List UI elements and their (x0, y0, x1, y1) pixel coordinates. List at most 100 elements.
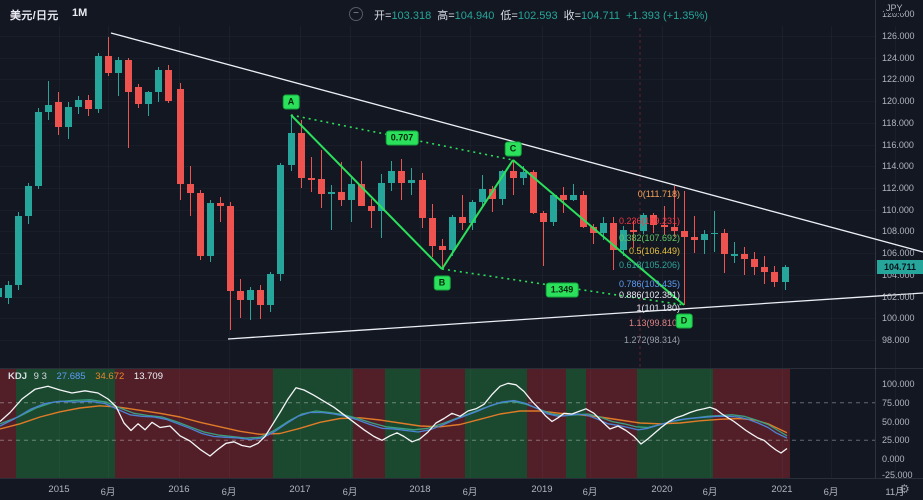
candle-body (144, 92, 152, 105)
time-tick-2018[interactable]: 2018 (409, 484, 431, 495)
candle-wick (562, 186, 564, 213)
candle-body (164, 69, 172, 102)
candle-wick (441, 239, 443, 269)
candle-body (387, 170, 395, 183)
candle-body (589, 227, 597, 233)
candle-body (529, 171, 537, 213)
kdj-title: KDJ (8, 371, 28, 382)
candle-body (24, 185, 32, 217)
pattern-point-a[interactable]: A (282, 94, 300, 110)
candle-body (750, 258, 758, 268)
time-axis[interactable]: ⚙ 2015 6月 2016 6月 2017 6月 2018 6月 2019 6月 2020 6月 20… (0, 479, 923, 500)
time-tick-6月[interactable]: 6月 (702, 487, 718, 498)
candle-body (781, 267, 789, 283)
settings-gear-icon[interactable]: ⚙ (899, 482, 910, 496)
candle-body (680, 231, 688, 237)
change-value: +1.393 (+1.35%) (626, 10, 708, 22)
candle-body (609, 222, 617, 250)
kdj-indicator-legend[interactable]: KDJ 9 3 27.685 34.672 13.709 (8, 371, 163, 382)
kdj-tick: 25.000 (882, 435, 910, 446)
pattern-point-c[interactable]: C (504, 141, 522, 157)
candle-body (84, 100, 92, 109)
candle-body (74, 100, 82, 107)
candle-body (428, 218, 436, 246)
pattern-point-b[interactable]: B (433, 275, 451, 291)
fib-level-label: 1.272(98.314) (623, 334, 680, 345)
time-tick-11月[interactable]: 11月 (885, 487, 905, 498)
time-tick-2021[interactable]: 2021 (771, 484, 793, 495)
candle-body (337, 192, 345, 200)
candle-body (34, 111, 42, 186)
time-tick-6月[interactable]: 6月 (221, 487, 237, 498)
time-tick-6月[interactable]: 6月 (823, 487, 839, 498)
symbol-name[interactable]: 美元/日元 (10, 10, 59, 22)
panel-separator[interactable] (0, 368, 923, 369)
candle-body (599, 222, 607, 233)
time-tick-2017[interactable]: 2017 (289, 484, 311, 495)
low-label: 低= (500, 10, 518, 22)
price-tick: 98.000 (882, 334, 910, 345)
candle-body (14, 216, 22, 285)
ohlc-readout: 开=103.318 高=104.940 低=102.593 收=104.711 +1.3… (374, 7, 714, 23)
time-tick-6月[interactable]: 6月 (462, 487, 478, 498)
candle-body (740, 254, 748, 259)
candle-body (327, 192, 335, 195)
candle-body (246, 290, 254, 300)
grid-vline (59, 26, 60, 478)
price-tick: 104.000 (882, 269, 915, 280)
candle-body (307, 178, 315, 180)
candle-body (64, 106, 72, 128)
pattern-ratio-label[interactable]: 1.349 (545, 282, 579, 298)
time-tick-2016[interactable]: 2016 (168, 484, 190, 495)
candle-body (720, 232, 728, 255)
candle-body (539, 212, 547, 222)
interval-selector[interactable]: 1M (72, 7, 88, 19)
price-tick: 122.000 (882, 74, 915, 85)
candle-body (347, 183, 355, 200)
fib-level-label: 0.786(103.435) (618, 278, 680, 289)
time-tick-6月[interactable]: 6月 (582, 487, 598, 498)
candle-body (114, 59, 122, 73)
fib-level-label: 0.382(107.692) (618, 232, 680, 243)
candle-body (124, 59, 132, 93)
pattern-point-d[interactable]: D (675, 313, 693, 329)
fib-level-label: 0.886(102.381) (618, 290, 680, 301)
fib-level-label: 1(101.180) (636, 303, 680, 314)
candle-body (206, 203, 214, 257)
pattern-ratio-label[interactable]: 0.707 (385, 130, 419, 146)
time-tick-2020[interactable]: 2020 (651, 484, 673, 495)
candle-body (216, 203, 224, 207)
candle-body (418, 180, 426, 219)
kdj-tick: 100.000 (882, 379, 915, 389)
kdj-d-value: 34.672 (95, 371, 125, 382)
last-price-badge: 104.711 (877, 260, 923, 275)
hide-series-icon[interactable]: − (349, 7, 363, 21)
candle-body (700, 233, 708, 241)
candle-body (154, 69, 162, 93)
kdj-k-value: 27.685 (56, 371, 86, 382)
price-axis[interactable]: 128.000 JPY 126.000 124.000 122.000 120.000… (875, 0, 923, 480)
candle-body (4, 284, 12, 298)
time-axis-separator (0, 478, 923, 479)
candle-body (519, 171, 527, 179)
time-tick-2019[interactable]: 2019 (531, 484, 553, 495)
candle-body (367, 206, 375, 211)
kdj-tick: 0.000 (882, 454, 905, 464)
time-tick-6月[interactable]: 6月 (342, 487, 358, 498)
fib-level-label: 1.13(99.810) (628, 318, 680, 329)
high-label: 高= (437, 10, 455, 22)
time-tick-2015[interactable]: 2015 (48, 484, 70, 495)
candle-body (458, 217, 466, 223)
price-tick-partial: 128.000 (882, 9, 915, 19)
candle-wick (370, 198, 372, 229)
kdj-params: 9 3 (33, 371, 47, 382)
candle-body (317, 179, 325, 195)
candle-body (448, 217, 456, 250)
candle-body (226, 206, 234, 292)
currency-toggle[interactable]: JPY (884, 3, 905, 14)
time-tick-6月[interactable]: 6月 (100, 487, 116, 498)
candle-body (407, 180, 415, 183)
high-value: 104.940 (454, 10, 495, 22)
candle-body (94, 55, 102, 109)
